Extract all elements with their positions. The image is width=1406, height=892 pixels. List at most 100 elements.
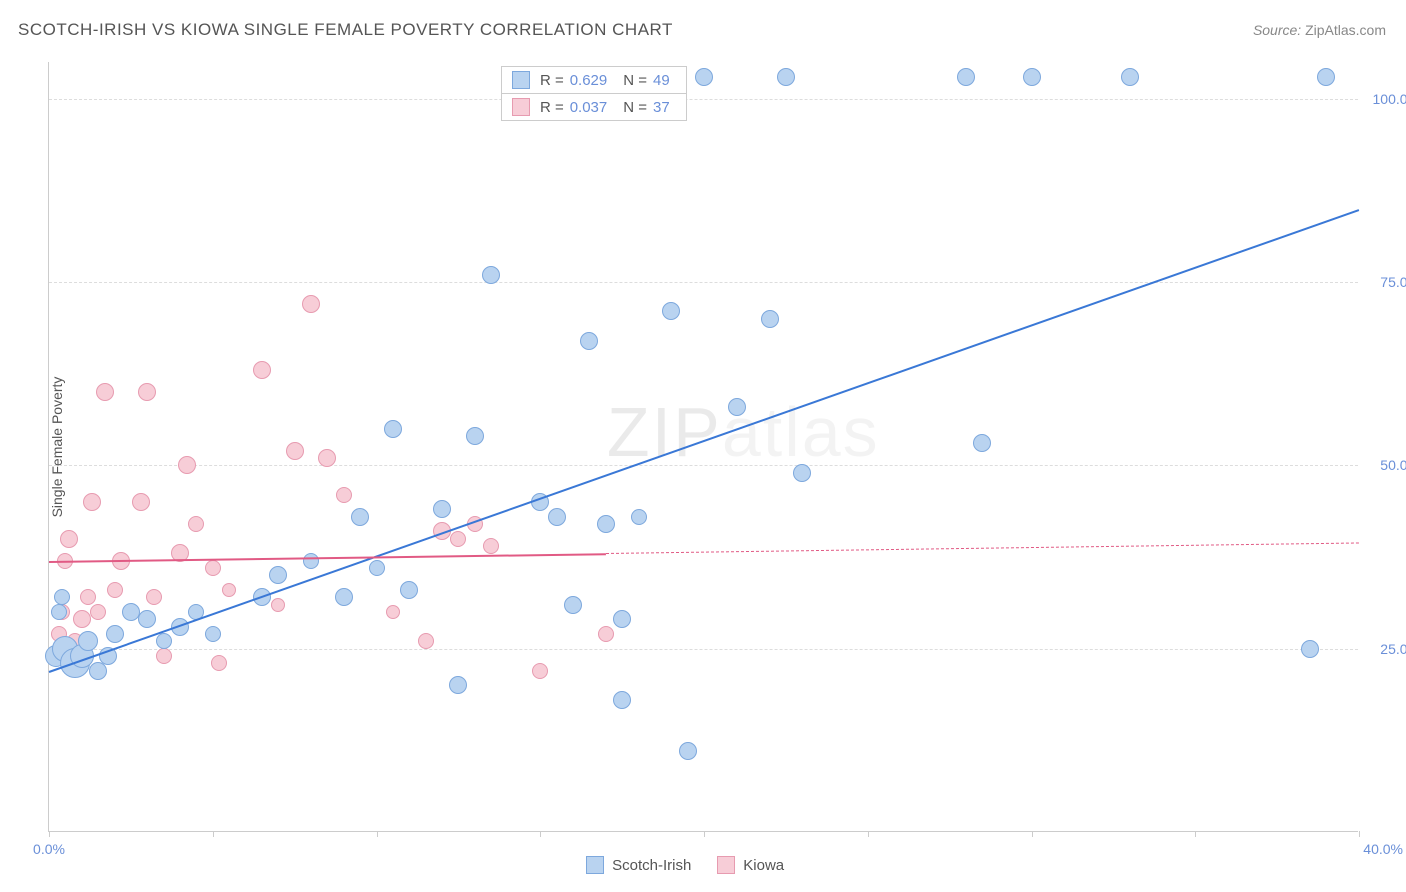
x-tick-mark	[704, 831, 705, 837]
legend-r-label: R =	[536, 72, 564, 89]
data-point	[761, 310, 779, 328]
y-tick-label: 100.0%	[1364, 91, 1406, 107]
correlation-legend: R =0.629N =49R =0.037N =37	[501, 66, 687, 121]
data-point	[449, 676, 467, 694]
regression-line	[49, 209, 1360, 673]
data-point	[351, 508, 369, 526]
data-point	[386, 605, 400, 619]
data-point	[532, 663, 548, 679]
data-point	[90, 604, 106, 620]
legend-swatch	[717, 856, 735, 874]
data-point	[222, 583, 236, 597]
data-point	[107, 582, 123, 598]
x-tick-label: 40.0%	[1363, 841, 1403, 857]
x-tick-mark	[1195, 831, 1196, 837]
data-point	[433, 500, 451, 518]
legend-swatch	[512, 98, 530, 116]
x-tick-mark	[377, 831, 378, 837]
data-point	[631, 509, 647, 525]
source-credit: Source: ZipAtlas.com	[1253, 22, 1386, 38]
data-point	[384, 420, 402, 438]
y-tick-label: 50.0%	[1364, 457, 1406, 473]
data-point	[483, 538, 499, 554]
data-point	[597, 515, 615, 533]
data-point	[336, 487, 352, 503]
data-point	[96, 383, 114, 401]
data-point	[1121, 68, 1139, 86]
data-point	[178, 456, 196, 474]
data-point	[957, 68, 975, 86]
source-label: Source:	[1253, 22, 1305, 38]
data-point	[777, 68, 795, 86]
data-point	[303, 553, 319, 569]
data-point	[83, 493, 101, 511]
x-tick-mark	[540, 831, 541, 837]
data-point	[211, 655, 227, 671]
data-point	[51, 604, 67, 620]
source-name: ZipAtlas.com	[1305, 22, 1386, 38]
data-point	[271, 598, 285, 612]
data-point	[335, 588, 353, 606]
plot-area: Single Female Poverty ZIPatlas 25.0%50.0…	[48, 62, 1358, 832]
legend-n-value: 49	[653, 72, 676, 89]
grid-line	[49, 99, 1358, 100]
legend-swatch	[586, 856, 604, 874]
y-axis-label: Single Female Poverty	[49, 376, 65, 517]
legend-row: R =0.037N =37	[502, 94, 686, 120]
data-point	[695, 68, 713, 86]
data-point	[973, 434, 991, 452]
data-point	[106, 625, 124, 643]
data-point	[564, 596, 582, 614]
data-point	[1023, 68, 1041, 86]
series-legend: Scotch-IrishKiowa	[586, 856, 802, 874]
data-point	[369, 560, 385, 576]
y-tick-label: 25.0%	[1364, 641, 1406, 657]
grid-line	[49, 282, 1358, 283]
legend-row: R = 0.629 N = 49	[502, 67, 686, 94]
regression-line	[49, 553, 606, 563]
legend-r-value: 0.037	[570, 99, 614, 116]
legend-n-label: N =	[619, 72, 647, 89]
data-point	[60, 530, 78, 548]
regression-line	[606, 542, 1359, 554]
y-tick-label: 75.0%	[1364, 274, 1406, 290]
legend-n-value: 37	[653, 99, 676, 116]
data-point	[598, 626, 614, 642]
data-point	[253, 361, 271, 379]
data-point	[318, 449, 336, 467]
data-point	[73, 610, 91, 628]
grid-line	[49, 649, 1358, 650]
data-point	[450, 531, 466, 547]
data-point	[122, 603, 140, 621]
data-point	[400, 581, 418, 599]
data-point	[132, 493, 150, 511]
legend-series-name: Scotch-Irish	[612, 857, 691, 874]
data-point	[302, 295, 320, 313]
data-point	[548, 508, 566, 526]
data-point	[269, 566, 287, 584]
data-point	[156, 648, 172, 664]
data-point	[54, 589, 70, 605]
data-point	[580, 332, 598, 350]
x-tick-label: 0.0%	[33, 841, 65, 857]
x-tick-mark	[868, 831, 869, 837]
x-tick-mark	[213, 831, 214, 837]
legend-r-label: R =	[536, 99, 564, 116]
data-point	[613, 691, 631, 709]
data-point	[80, 589, 96, 605]
data-point	[286, 442, 304, 460]
data-point	[1317, 68, 1335, 86]
data-point	[205, 560, 221, 576]
data-point	[482, 266, 500, 284]
data-point	[793, 464, 811, 482]
x-tick-mark	[1032, 831, 1033, 837]
data-point	[418, 633, 434, 649]
data-point	[613, 610, 631, 628]
data-point	[205, 626, 221, 642]
chart-title: SCOTCH-IRISH VS KIOWA SINGLE FEMALE POVE…	[18, 20, 673, 40]
legend-r-value: 0.629	[570, 72, 614, 89]
data-point	[78, 631, 98, 651]
grid-line	[49, 465, 1358, 466]
legend-swatch	[512, 71, 530, 89]
data-point	[138, 610, 156, 628]
